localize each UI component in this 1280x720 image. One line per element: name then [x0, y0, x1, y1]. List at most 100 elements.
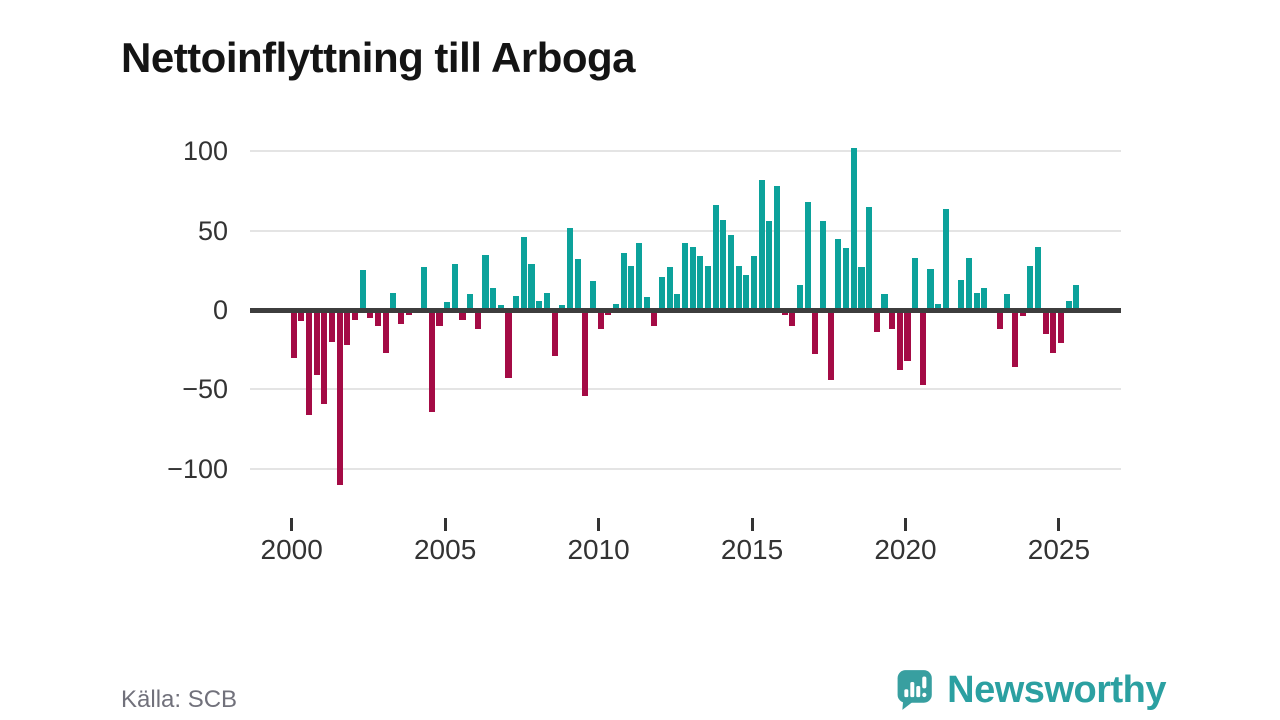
bar [835, 238, 842, 310]
bar [689, 246, 696, 310]
x-axis-tick [1057, 518, 1061, 531]
bar [643, 297, 650, 310]
bar [866, 206, 873, 310]
bar [789, 310, 796, 326]
bar [981, 287, 988, 310]
bar [735, 265, 742, 310]
bar [628, 265, 635, 310]
bar [505, 310, 512, 379]
bar [904, 310, 911, 361]
bar [398, 310, 405, 325]
x-axis-tick [290, 518, 294, 531]
bar [681, 243, 689, 310]
bar [697, 256, 704, 310]
bar [321, 310, 328, 404]
bar [1057, 310, 1065, 344]
bar [712, 205, 719, 310]
bar [612, 303, 619, 310]
bar [428, 310, 435, 412]
bar [750, 256, 758, 310]
bar [421, 267, 428, 310]
bar [1050, 310, 1057, 353]
x-axis-tick-label: 2000 [260, 534, 323, 565]
bar [329, 310, 336, 342]
bar [444, 302, 451, 310]
bar [797, 284, 804, 310]
bar [344, 310, 351, 345]
bar [1011, 310, 1018, 368]
bar [727, 235, 735, 310]
bar [651, 310, 658, 326]
bar [1004, 294, 1011, 310]
y-axis-tick-label: 0 [212, 295, 228, 325]
bar [942, 208, 949, 310]
x-axis-tick [904, 518, 907, 531]
bar [528, 264, 535, 310]
bar [451, 264, 458, 310]
bar [375, 310, 382, 326]
bar [1027, 265, 1034, 310]
bar [490, 287, 497, 310]
bar [290, 310, 297, 358]
bar [896, 310, 903, 371]
bar [459, 310, 466, 320]
bar [758, 179, 765, 310]
bar [574, 259, 581, 310]
newsworthy-speech-bubble-chart-icon [897, 670, 932, 710]
x-axis-tick-label: 2005 [413, 534, 477, 565]
y-axis-tick-label: 100 [182, 136, 228, 167]
bar [958, 279, 965, 310]
bar [973, 292, 980, 310]
bar [912, 257, 919, 310]
bar [996, 310, 1003, 329]
bar [536, 300, 543, 310]
bar [367, 310, 374, 318]
bar [674, 294, 681, 310]
bar [1019, 310, 1026, 317]
zero-axis-line [250, 307, 1121, 313]
gridline [250, 229, 1121, 232]
bar [467, 294, 474, 310]
x-axis-tick-label: 2020 [874, 534, 937, 565]
y-axis-tick-label: −100 [167, 453, 228, 484]
bar [589, 281, 596, 310]
bar [873, 310, 880, 333]
bar [359, 270, 366, 310]
bar [804, 202, 811, 310]
bar [382, 310, 389, 353]
y-axis-tick-label: −50 [182, 374, 228, 405]
bar [843, 248, 850, 310]
bar [551, 310, 558, 356]
bar [889, 310, 896, 329]
bar-chart: 100 50 0 −50 −100 2000 2005 2010 2015 2020 2025 [167, 136, 1121, 565]
bar [635, 243, 643, 310]
bar [336, 310, 343, 485]
bar [704, 265, 712, 310]
bar [543, 292, 550, 310]
y-axis-tick-label: 50 [197, 215, 228, 246]
bar [965, 257, 972, 310]
bar [720, 219, 727, 310]
newsworthy-logo: Newsworthy [896, 663, 1166, 717]
x-axis-tick-label: 2010 [567, 534, 630, 565]
bar [620, 252, 627, 310]
gridline [250, 388, 1121, 391]
bar [927, 268, 934, 310]
bar [566, 227, 573, 310]
bar [827, 310, 834, 380]
bar [850, 148, 857, 310]
bar [298, 310, 305, 322]
bar [582, 310, 589, 396]
bar [935, 303, 942, 310]
bar [482, 254, 489, 310]
bar [820, 221, 827, 310]
chart-title: Nettoinflyttning till Arboga [121, 34, 636, 82]
bar [766, 221, 773, 310]
bar [812, 310, 819, 355]
bar [658, 276, 666, 310]
bar [313, 310, 320, 376]
bar [352, 310, 359, 320]
x-axis-tick [597, 518, 601, 531]
bar [1034, 246, 1041, 310]
x-axis-tick [750, 518, 754, 531]
